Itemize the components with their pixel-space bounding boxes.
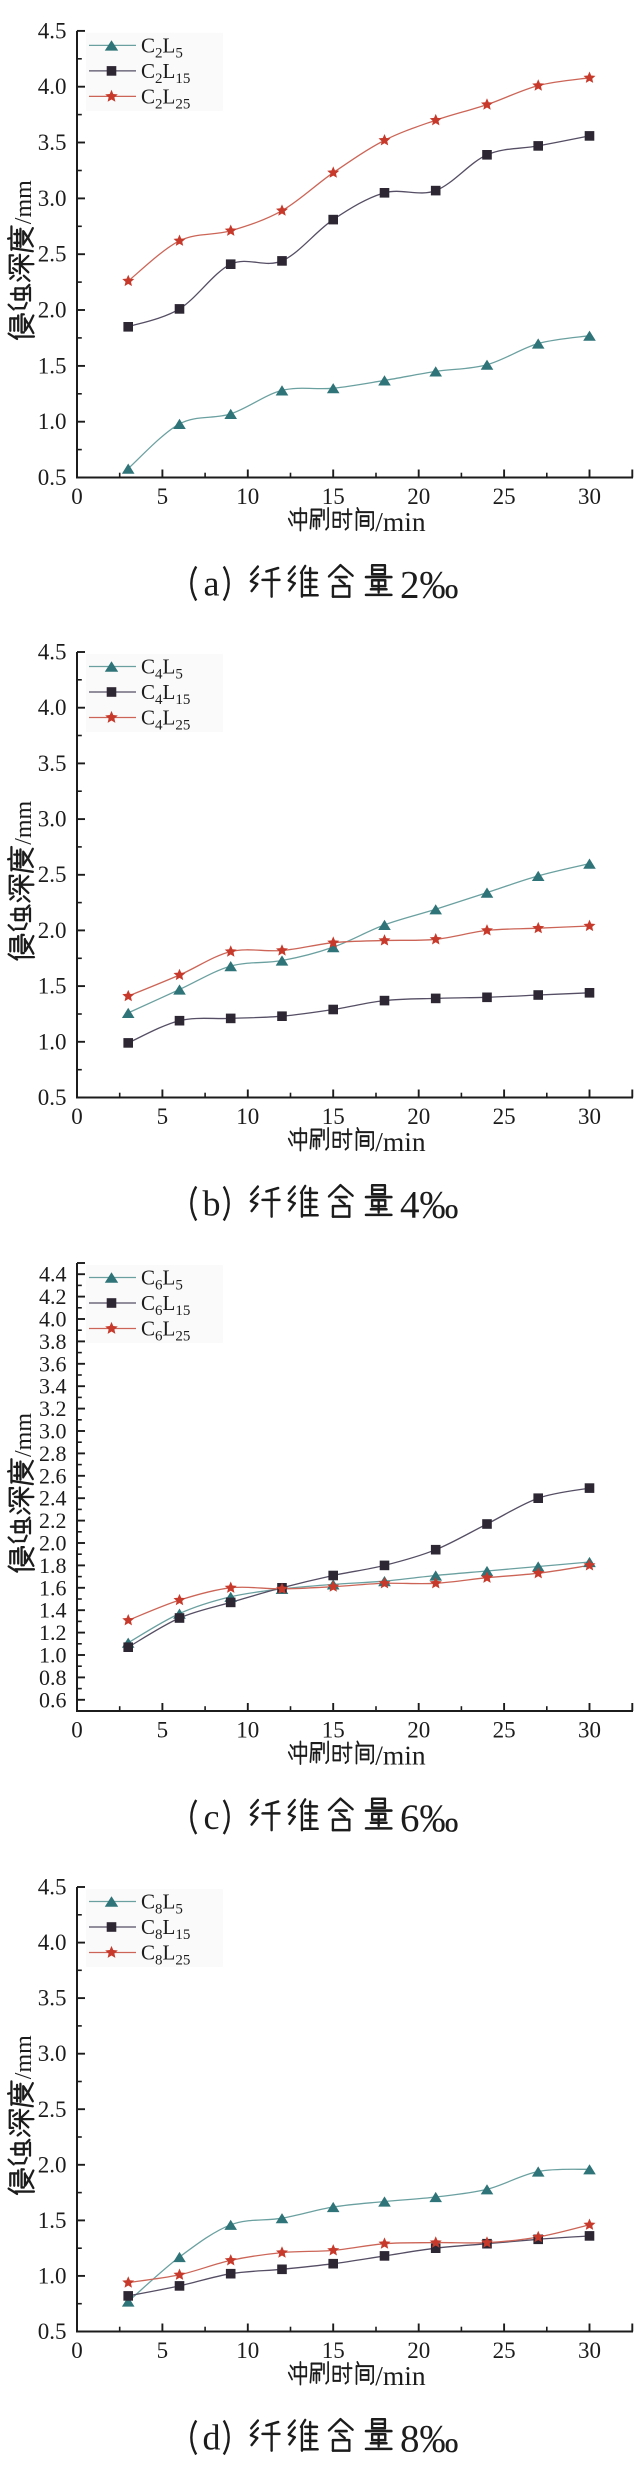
svg-text:0.5: 0.5 [38, 465, 67, 490]
svg-text:20: 20 [407, 2338, 430, 2363]
svg-text:/min: /min [375, 1740, 426, 1771]
svg-text:/min: /min [375, 2360, 426, 2391]
svg-text:10: 10 [236, 1104, 259, 1129]
svg-text:C4L25: C4L25 [141, 706, 190, 734]
svg-text:4‰: 4‰ [400, 1184, 459, 1227]
svg-text:2.0: 2.0 [38, 918, 67, 943]
svg-text:4.5: 4.5 [38, 18, 67, 43]
svg-text:1.8: 1.8 [39, 1553, 67, 1578]
svg-text:/mm: /mm [11, 2035, 37, 2079]
svg-text:25: 25 [493, 1104, 516, 1129]
svg-text:2‰: 2‰ [400, 564, 459, 607]
svg-text:8‰: 8‰ [400, 2418, 459, 2461]
svg-text:0: 0 [71, 1104, 83, 1129]
svg-text:3.0: 3.0 [38, 2041, 67, 2066]
svg-text:20: 20 [407, 484, 430, 509]
svg-text:/min: /min [375, 1126, 426, 1157]
svg-text:2.4: 2.4 [39, 1486, 67, 1511]
svg-text:2.5: 2.5 [38, 2097, 67, 2122]
svg-text:4.2: 4.2 [39, 1284, 67, 1309]
svg-text:0.5: 0.5 [38, 1085, 67, 1110]
svg-text:15: 15 [322, 1718, 345, 1743]
svg-text:5: 5 [157, 2338, 169, 2363]
svg-text:2.2: 2.2 [39, 1508, 67, 1533]
svg-text:a: a [204, 564, 220, 604]
svg-text:25: 25 [493, 1718, 516, 1743]
svg-text:0.5: 0.5 [38, 2319, 67, 2344]
svg-text:3.8: 3.8 [39, 1329, 67, 1354]
svg-text:3.0: 3.0 [39, 1419, 67, 1444]
svg-text:4.0: 4.0 [39, 1307, 67, 1332]
svg-text:5: 5 [157, 1718, 169, 1743]
svg-text:1.5: 1.5 [38, 353, 67, 378]
svg-text:30: 30 [578, 1718, 601, 1743]
svg-text:2.5: 2.5 [38, 242, 67, 267]
svg-text:10: 10 [236, 484, 259, 509]
svg-text:/mm: /mm [11, 1413, 37, 1457]
svg-text:1.5: 1.5 [38, 2208, 67, 2233]
svg-text:C8L5: C8L5 [141, 1890, 183, 1918]
svg-text:3.6: 3.6 [39, 1351, 67, 1376]
svg-text:3.5: 3.5 [38, 751, 67, 776]
svg-text:10: 10 [236, 1718, 259, 1743]
svg-text:25: 25 [493, 2338, 516, 2363]
svg-text:0.8: 0.8 [39, 1665, 67, 1690]
svg-text:30: 30 [578, 1104, 601, 1129]
svg-text:3.4: 3.4 [39, 1374, 67, 1399]
svg-text:25: 25 [493, 484, 516, 509]
svg-text:5: 5 [157, 484, 169, 509]
svg-text:15: 15 [322, 1104, 345, 1129]
svg-text:3.5: 3.5 [38, 1986, 67, 2011]
svg-text:c: c [204, 1797, 220, 1837]
svg-text:6‰: 6‰ [400, 1797, 459, 1840]
svg-text:2.6: 2.6 [39, 1463, 67, 1488]
svg-text:4.0: 4.0 [38, 74, 67, 99]
svg-text:3.5: 3.5 [38, 130, 67, 155]
svg-text:30: 30 [578, 2338, 601, 2363]
svg-text:5: 5 [157, 1104, 169, 1129]
svg-text:1.0: 1.0 [38, 2263, 67, 2288]
svg-text:1.5: 1.5 [38, 974, 67, 999]
svg-text:C2L25: C2L25 [141, 84, 190, 112]
svg-text:1.0: 1.0 [38, 409, 67, 434]
svg-text:0: 0 [71, 1718, 83, 1743]
svg-text:4.5: 4.5 [38, 640, 67, 665]
svg-text:1.0: 1.0 [38, 1029, 67, 1054]
svg-text:2.5: 2.5 [38, 862, 67, 887]
svg-text:4.5: 4.5 [38, 1875, 67, 1900]
svg-text:1.0: 1.0 [39, 1643, 67, 1668]
svg-text:1.2: 1.2 [39, 1620, 67, 1645]
svg-text:20: 20 [407, 1104, 430, 1129]
svg-text:2.8: 2.8 [39, 1441, 67, 1466]
svg-text:15: 15 [322, 2338, 345, 2363]
svg-text:4.0: 4.0 [38, 695, 67, 720]
svg-text:1.4: 1.4 [39, 1598, 67, 1623]
svg-text:20: 20 [407, 1718, 430, 1743]
svg-text:15: 15 [322, 484, 345, 509]
svg-text:b: b [203, 1184, 221, 1224]
svg-text:30: 30 [578, 484, 601, 509]
svg-text:2.0: 2.0 [39, 1531, 67, 1556]
svg-text:/mm: /mm [11, 800, 37, 844]
svg-text:d: d [203, 2418, 221, 2458]
svg-text:10: 10 [236, 2338, 259, 2363]
svg-text:4.4: 4.4 [39, 1262, 67, 1287]
svg-text:C8L15: C8L15 [141, 1915, 190, 1943]
svg-text:3.0: 3.0 [38, 807, 67, 832]
svg-text:4.0: 4.0 [38, 1930, 67, 1955]
svg-text:0: 0 [71, 2338, 83, 2363]
svg-text:0.6: 0.6 [39, 1687, 67, 1712]
svg-text:3.0: 3.0 [38, 186, 67, 211]
svg-text:C2L15: C2L15 [141, 59, 190, 87]
svg-text:2.0: 2.0 [38, 298, 67, 323]
svg-text:/min: /min [375, 506, 426, 537]
svg-text:1.6: 1.6 [39, 1575, 67, 1600]
svg-text:3.2: 3.2 [39, 1396, 67, 1421]
svg-text:2.0: 2.0 [38, 2152, 67, 2177]
svg-text:/mm: /mm [11, 180, 37, 224]
svg-text:0: 0 [71, 484, 83, 509]
